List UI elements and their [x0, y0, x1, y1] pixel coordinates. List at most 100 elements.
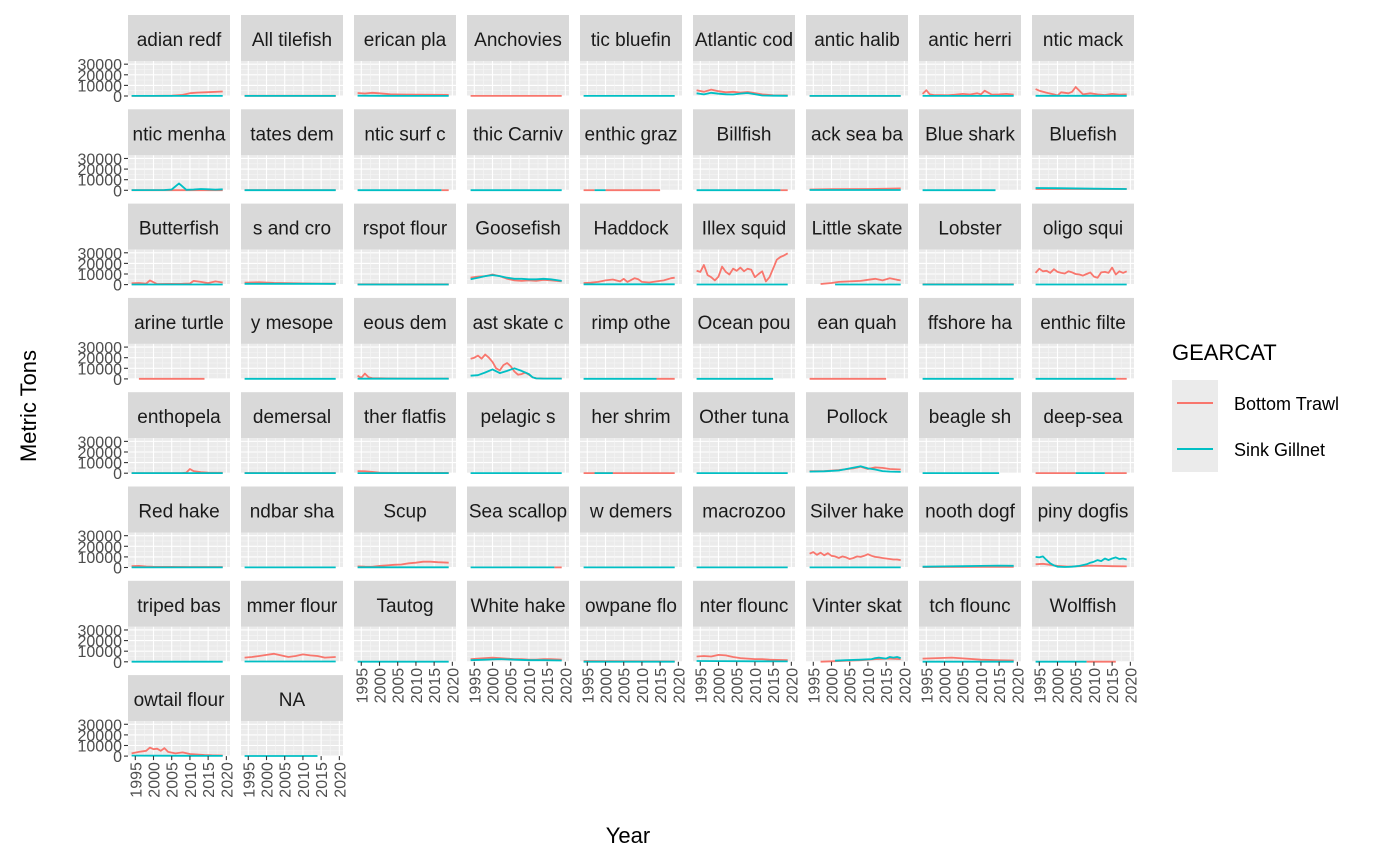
series-line-bottom-trawl: [583, 276, 675, 284]
x-tick-label: 2000: [373, 668, 390, 704]
facet-gridlines: [128, 626, 230, 663]
facet-strip: [467, 15, 569, 61]
x-tick-label: 1995: [919, 668, 936, 704]
facet-strip-label: Anchovies: [474, 30, 562, 51]
y-tick-label: 10000: [78, 456, 123, 473]
series-line-bottom-trawl: [1035, 86, 1127, 97]
series-line-bottom-trawl: [244, 652, 336, 659]
facet-strip: [919, 392, 1021, 439]
y-tick-label: 10000: [78, 738, 123, 755]
x-axis: 1995 2000 2005 2010 2015 2020: [806, 661, 914, 704]
facet-panel: Illex squid: [693, 203, 795, 286]
facet-gridlines: [919, 626, 1021, 663]
facet-plot-background: [354, 343, 456, 379]
facet-panel: antic herri: [919, 15, 1021, 97]
facet-panel: ffshore ha: [919, 297, 1021, 380]
y-tick-label: 0: [113, 466, 122, 483]
facet-plot-background: [241, 721, 343, 757]
x-tick-label: 2000: [486, 668, 503, 704]
facet-panel: piny dogfis: [1032, 486, 1134, 569]
x-tick-label: 2005: [391, 668, 408, 704]
facet-strip-label: Little skate: [812, 219, 903, 240]
facet-strip: [128, 486, 230, 533]
facet-strip-label: demersal: [253, 407, 331, 428]
x-tick-label: 2010: [409, 668, 426, 704]
facet-plot-background: [128, 61, 230, 96]
x-tick-label: 2005: [1069, 668, 1086, 704]
facet-strip: [128, 203, 230, 250]
facet-panel: erican pla: [354, 15, 456, 97]
facet-strip-label: Red hake: [138, 502, 219, 523]
facet-plot-background: [919, 155, 1021, 191]
facet-plot-background: [354, 249, 456, 285]
facet-strip-label: ntic surf c: [364, 124, 445, 145]
y-tick-label: 30000: [78, 529, 123, 546]
facet-panel: White hake 1995 2000 2005 2010 2015 2020: [467, 580, 575, 704]
y-tick-label: 30000: [78, 57, 123, 74]
facet-gridlines: [128, 721, 230, 757]
facet-strip-label: deep-sea: [1043, 407, 1123, 428]
legend-label: Sink Gillnet: [1234, 440, 1325, 460]
facet-gridlines: [128, 155, 230, 191]
facet-gridlines: [467, 626, 569, 663]
facet-plot-background: [467, 438, 569, 474]
x-tick-label: 1995: [580, 668, 597, 704]
x-tick-label: 2020: [1123, 668, 1140, 704]
legend-label: Bottom Trawl: [1234, 394, 1339, 414]
facet-strip: [128, 109, 230, 156]
facet-panel: mmer flour: [241, 580, 343, 663]
facet-plot-background: [806, 61, 908, 96]
x-tick-label: 2020: [784, 668, 801, 704]
x-tick-label: 2005: [504, 668, 521, 704]
facet-plot-background: [580, 532, 682, 568]
facet-strip: [241, 15, 343, 61]
x-tick-label: 2005: [956, 668, 973, 704]
y-tick-label: 0: [113, 561, 122, 578]
facet-strip-label: Blue shark: [925, 124, 1015, 145]
x-tick-label: 1995: [806, 668, 823, 704]
facet-strip: [806, 486, 908, 533]
y-tick-label: 10000: [78, 361, 123, 378]
facet-gridlines: [467, 61, 569, 97]
facet-strip: [128, 392, 230, 439]
facet-strip-label: ast skate c: [473, 313, 564, 334]
facet-strip: [241, 486, 343, 533]
series-line-bottom-trawl: [1034, 266, 1128, 279]
facet-strip: [806, 580, 908, 627]
facet-strip: [354, 203, 456, 250]
y-tick-label: 20000: [78, 634, 123, 651]
y-tick-label: 20000: [78, 539, 123, 556]
facet-strip: [241, 297, 343, 344]
x-tick-label: 2005: [278, 762, 295, 798]
facet-gridlines: [806, 438, 908, 474]
facet-strip-label: triped bas: [137, 596, 220, 617]
facet-plot-background: [241, 61, 343, 96]
x-tick-label: 2005: [165, 762, 182, 798]
x-axis: 1995 2000 2005 2010 2015 2020: [693, 661, 801, 704]
facet-panel: Bluefish: [1032, 109, 1134, 191]
facet-strip-label: ther flatfis: [364, 407, 446, 428]
facet-strip-label: rspot flour: [363, 219, 448, 240]
x-axis: 1995 2000 2005 2010 2015 2020: [580, 661, 688, 704]
x-axis: 1995 2000 2005 2010 2015 2020: [241, 756, 349, 798]
facet-plot-background: [919, 532, 1021, 568]
facet-strip-label: piny dogfis: [1038, 502, 1129, 523]
facet-plot-background: [241, 438, 343, 474]
x-tick-label: 2020: [219, 762, 236, 798]
facet-panel: owpane flo 1995 2000 2005 2010 2015 2020: [580, 580, 688, 704]
x-tick-label: 2000: [1051, 668, 1068, 704]
facet-strip: [1032, 109, 1134, 156]
facet-plot-background: [1032, 249, 1134, 285]
facet-strip-label: owpane flo: [585, 596, 677, 617]
y-tick-label: 30000: [78, 717, 123, 734]
facet-plot-background: [693, 249, 795, 285]
facet-strip: [580, 580, 682, 627]
y-tick-label: 10000: [78, 644, 123, 661]
facet-panel: y mesope: [241, 297, 343, 380]
